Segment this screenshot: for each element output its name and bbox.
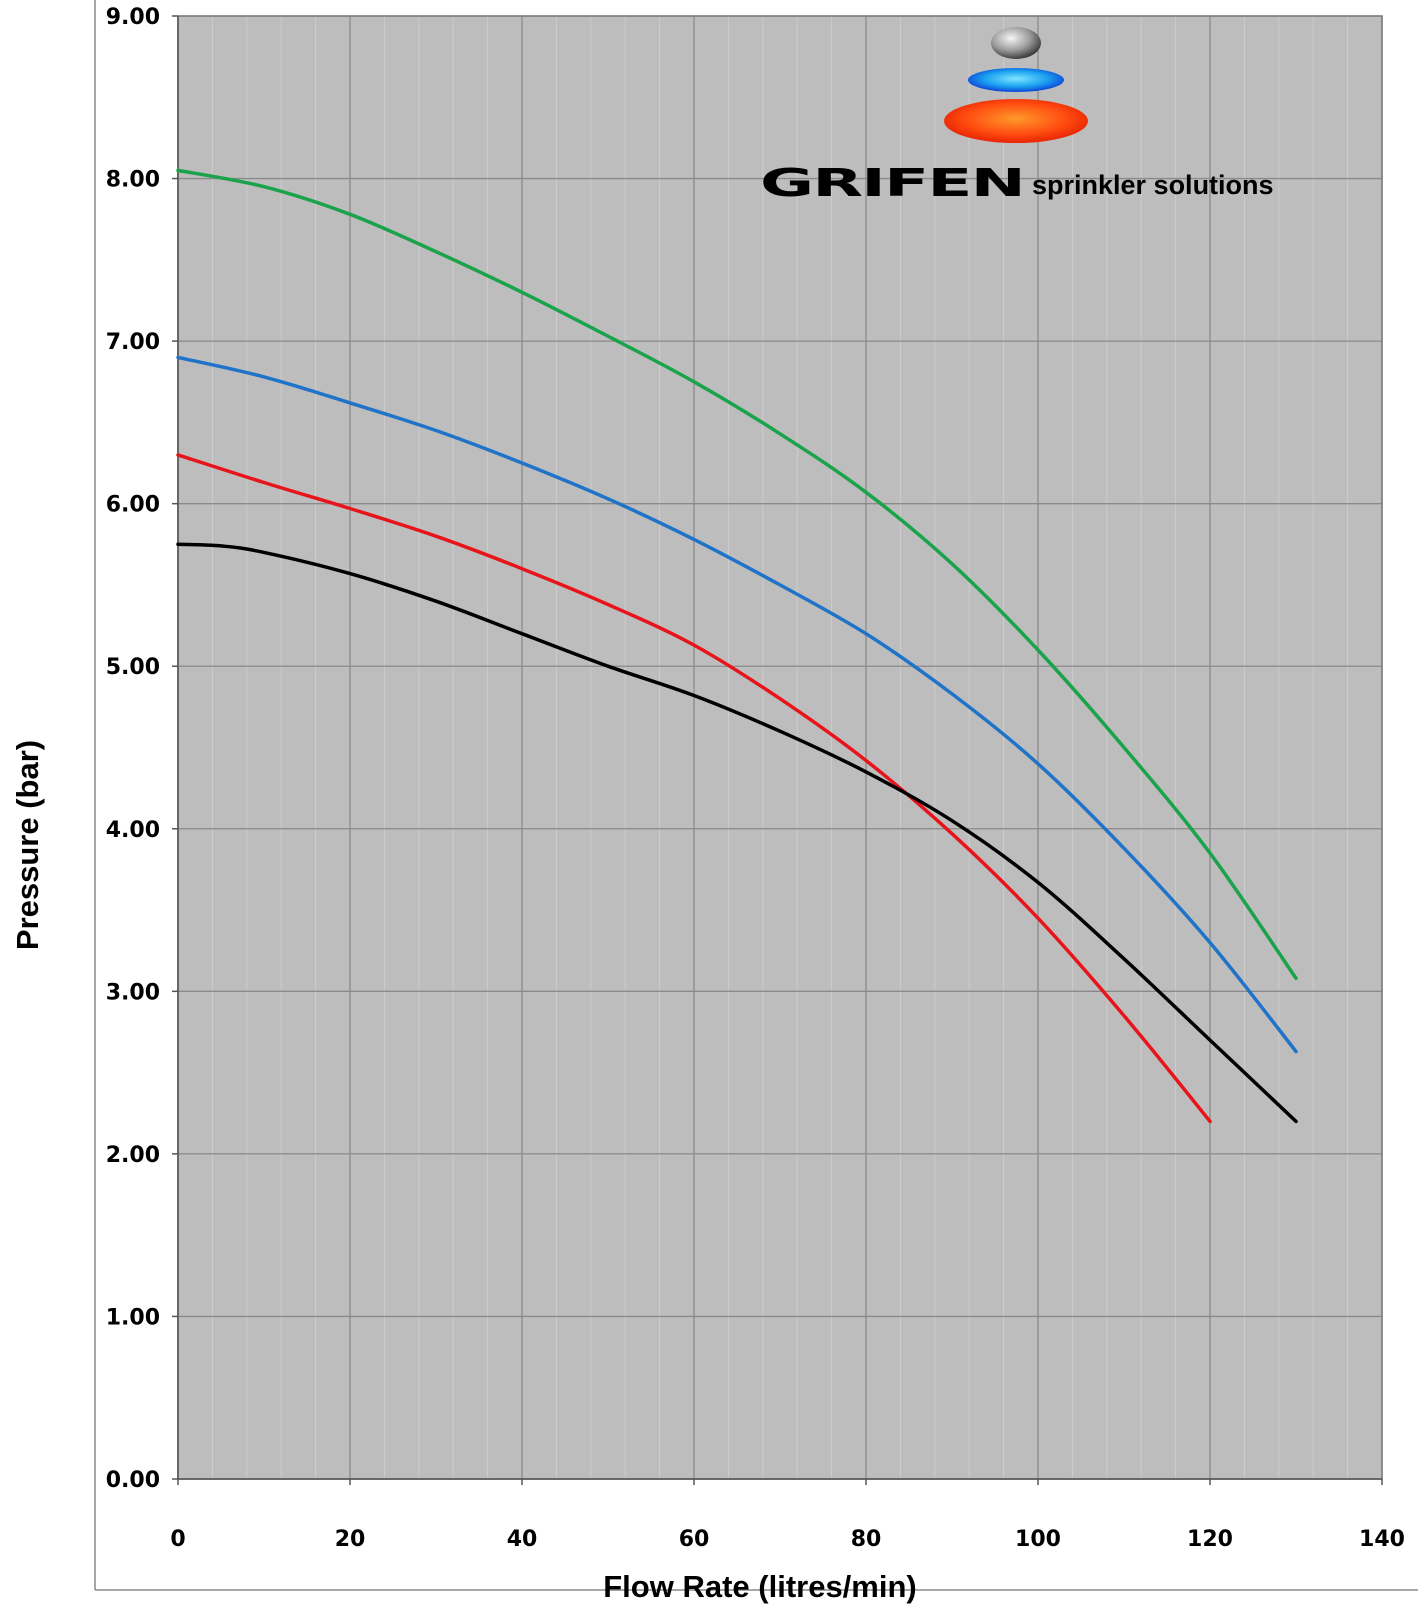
x-tick-label: 60	[679, 1527, 710, 1552]
x-tick-label: 140	[1359, 1527, 1405, 1552]
y-axis-title: Pressure (bar)	[10, 740, 45, 950]
y-tick-label: 9.00	[106, 5, 160, 30]
series-line-blue	[176, 355, 1298, 1054]
series-lines	[176, 168, 1298, 1124]
x-tick-label: 80	[851, 1527, 882, 1552]
y-tick-labels: 0.00 1.00 2.00 3.00 4.00 5.00 6.00 7.00 8.00 9.00	[106, 5, 160, 1493]
minor-grid	[211, 16, 1349, 1479]
y-tick-label: 3.00	[106, 980, 160, 1005]
tick-marks	[172, 15, 1383, 1485]
y-tick-label: 8.00	[106, 168, 160, 193]
series-line-black	[176, 542, 1298, 1124]
y-tick-label: 4.00	[106, 818, 160, 843]
y-tick-label: 1.00	[106, 1305, 160, 1330]
y-tick-label: 2.00	[106, 1143, 160, 1168]
y-tick-label: 6.00	[106, 493, 160, 518]
brand-logo: GRIFEN sprinkler solutions	[760, 27, 1274, 205]
y-tick-label: 7.00	[106, 330, 160, 355]
series-line-green	[176, 168, 1298, 981]
y-tick-label: 5.00	[106, 655, 160, 680]
x-tick-label: 0	[170, 1527, 185, 1552]
x-tick-label: 100	[1015, 1527, 1061, 1552]
x-tick-label: 20	[335, 1527, 366, 1552]
brand-name: GRIFEN	[760, 161, 1024, 205]
logo-blue-drop-icon	[968, 68, 1064, 92]
x-tick-label: 120	[1187, 1527, 1233, 1552]
logo-grey-drop-icon	[991, 27, 1041, 59]
series-line-red	[176, 453, 1212, 1124]
x-tick-labels: 0 20 40 60 80 100 120 140	[170, 1527, 1405, 1552]
x-axis-title: Flow Rate (litres/min)	[603, 1569, 916, 1604]
brand-tagline: sprinkler solutions	[1032, 170, 1274, 200]
logo-red-drop-icon	[944, 99, 1088, 143]
y-tick-label: 0.00	[106, 1468, 160, 1493]
x-tick-label: 40	[507, 1527, 538, 1552]
plot-area	[178, 16, 1382, 1479]
